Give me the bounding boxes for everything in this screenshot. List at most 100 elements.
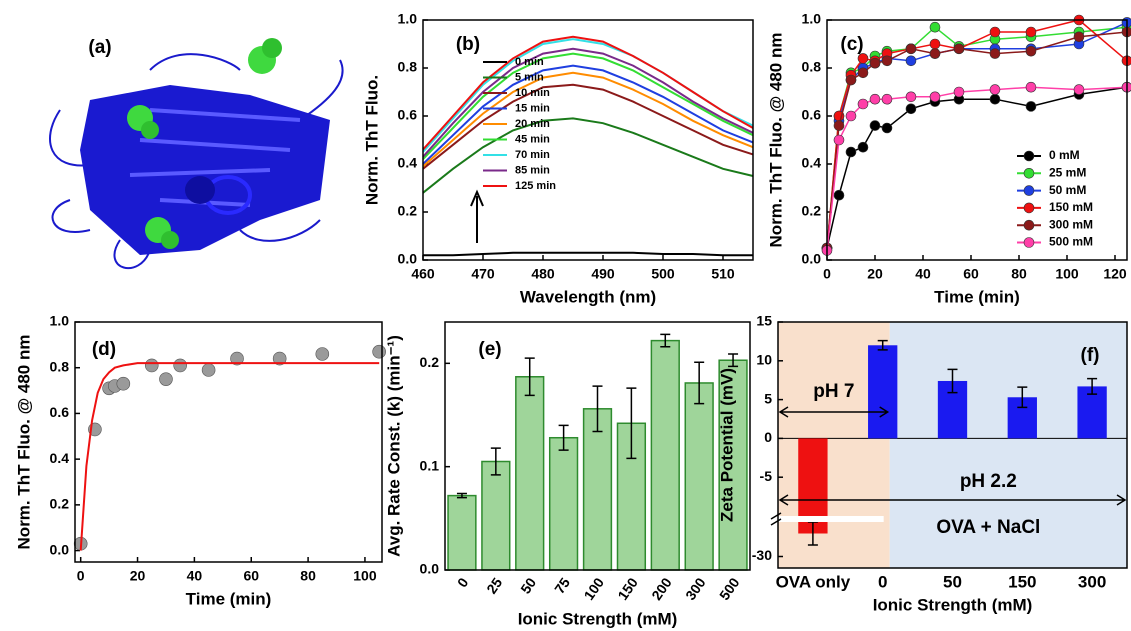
x-tick-label: 20 [130,568,146,584]
point [870,121,880,131]
annotation: pH 2.2 [960,471,1017,492]
y-tick-label: 0.6 [398,107,418,123]
panel-label: (a) [88,37,111,58]
legend-label: 25 mM [1049,165,1086,179]
legend-marker [1024,186,1034,196]
y-tick-label: 0.8 [50,358,70,374]
legend-label: 150 mM [1049,200,1093,214]
y-tick-label: 10 [756,352,772,368]
y-tick-label: 15 [756,313,772,329]
legend-label: 85 min [515,164,550,176]
point [858,99,868,109]
point [930,39,940,49]
x-tick-label: 510 [711,266,735,282]
point [954,87,964,97]
bar [482,462,510,571]
panel-label: (f) [1081,345,1100,366]
x-tick-label: 40 [187,568,203,584]
x-tick-label: 50 [517,574,539,596]
legend-label: 0 mM [1049,148,1080,162]
x-tick-label: 0 [878,572,887,591]
y-tick-label: 1.0 [802,11,822,27]
x-tick-label: 460 [411,266,435,282]
x-tick-label: 200 [648,574,675,602]
legend-label: 70 min [515,149,550,161]
point [990,85,1000,95]
point [906,44,916,54]
point [930,92,940,102]
point [906,104,916,114]
protein-structure [50,38,343,268]
y-tick-label: 0.0 [398,251,418,267]
y-tick-label: -5 [760,468,773,484]
series-line [423,66,753,164]
panel-label: (b) [456,34,480,55]
point [858,142,868,152]
point [930,22,940,32]
figure: (a)0.00.20.40.60.81.04604704804905005100… [0,0,1131,631]
bar [685,383,713,570]
y-tick-label: 1.0 [50,313,70,329]
legend-label: 0 min [515,56,544,68]
point [906,92,916,102]
x-tick-label: 490 [591,266,615,282]
panel-label: (e) [478,339,501,360]
x-tick-label: OVA only [776,572,851,591]
series-line [423,49,753,157]
x-tick-label: 60 [243,568,259,584]
y-tick-label: 0.1 [420,457,440,473]
x-tick-label: 40 [915,266,931,282]
y-axis-label: Norm. ThT Fluo. [362,75,381,205]
y-tick-label: 0.0 [50,541,70,557]
panel: 0.00.20.40.60.81.00204060801001200 mM25 … [766,11,1131,307]
point [145,359,158,372]
legend-label: 50 mM [1049,183,1086,197]
y-tick-label: 0.2 [802,203,822,219]
point [858,68,868,78]
x-tick-label: 75 [551,574,573,596]
y-tick-label: 0.6 [802,107,822,123]
panel-label: (d) [92,339,116,360]
y-tick-label: 0.2 [50,496,70,512]
point [990,49,1000,59]
x-tick-label: 300 [1078,572,1106,591]
panel-label: (c) [840,34,863,55]
annotation: pH 7 [813,381,854,402]
x-axis-label: Ionic Strength (mM) [873,595,1033,614]
bar [651,341,679,570]
bar [584,409,612,570]
x-tick-label: 0 [823,266,831,282]
legend-label: 500 mM [1049,235,1093,249]
point [870,94,880,104]
y-tick-label: -30 [752,547,772,563]
point [316,348,329,361]
point [882,56,892,66]
x-tick-label: 80 [300,568,316,584]
point [990,27,1000,37]
y-tick-label: 0.6 [50,404,70,420]
x-tick-label: 500 [651,266,675,282]
legend-marker [1024,238,1034,248]
y-tick-label: 0.2 [420,354,440,370]
annotation: OVA + NaCl [936,517,1040,538]
x-axis-label: Time (min) [186,589,272,608]
fit-line [81,363,380,550]
point [1026,82,1036,92]
x-tick-label: 100 [353,568,377,584]
point [834,121,844,131]
y-tick-label: 0.8 [802,59,822,75]
x-tick-label: 0 [454,575,472,591]
bar [868,345,897,438]
point [1026,46,1036,56]
legend-label: 5 min [515,71,544,83]
point [174,359,187,372]
point [1074,85,1084,95]
point [930,49,940,59]
x-tick-label: 150 [614,574,641,602]
x-tick-label: 150 [1008,572,1036,591]
x-tick-label: 0 [77,568,85,584]
legend-marker [1024,151,1034,161]
